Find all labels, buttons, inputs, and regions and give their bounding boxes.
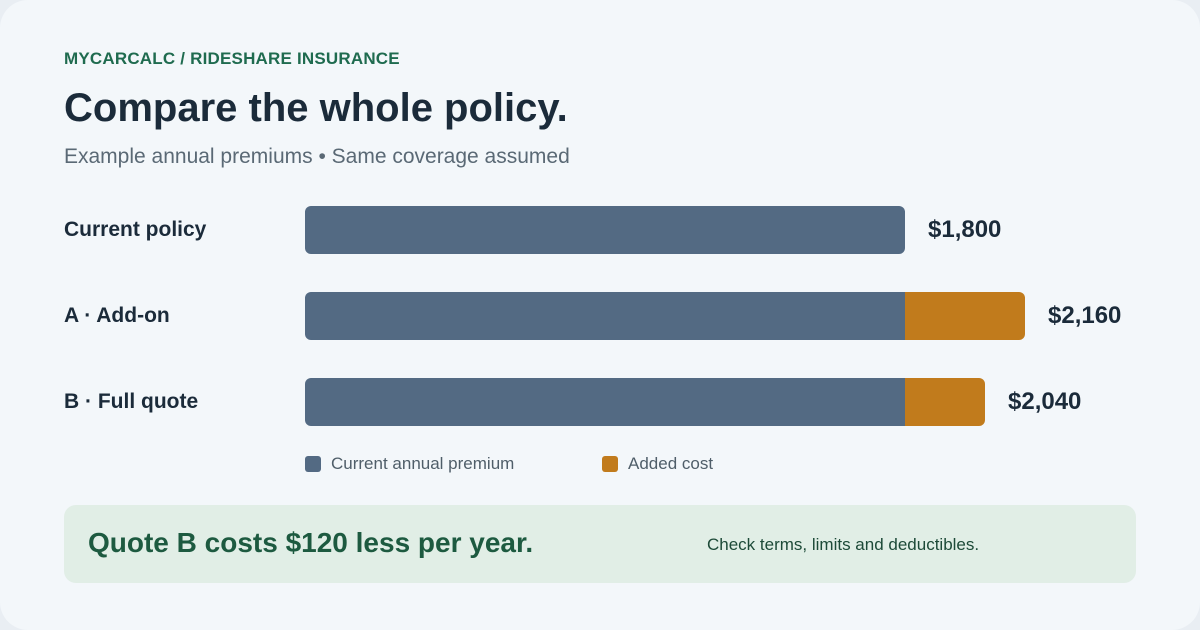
bar-value-label: $2,160 bbox=[1048, 302, 1122, 329]
bar-segment-base bbox=[305, 206, 905, 254]
legend-item-added: Added cost bbox=[602, 454, 713, 474]
callout-note: Check terms, limits and deductibles. bbox=[707, 535, 980, 554]
row-label: B · Full quote bbox=[64, 390, 199, 413]
bar bbox=[305, 292, 1025, 340]
bar-value-label: $1,800 bbox=[928, 216, 1002, 243]
row-label: Current policy bbox=[64, 218, 207, 241]
legend-swatch-base bbox=[305, 456, 321, 472]
chart-title: Compare the whole policy. bbox=[64, 86, 568, 130]
bar-segment-base bbox=[305, 292, 905, 340]
bar-value-label: $2,040 bbox=[1008, 388, 1082, 415]
chart-subtitle: Example annual premiums • Same coverage … bbox=[64, 145, 570, 168]
row-label: A · Add-on bbox=[64, 304, 170, 327]
legend-label-base: Current annual premium bbox=[331, 454, 515, 473]
summary-callout: Quote B costs $120 less per year. Check … bbox=[64, 505, 1136, 583]
legend-swatch-added bbox=[602, 456, 618, 472]
legend-item-base: Current annual premium bbox=[305, 454, 514, 474]
bar-segment-added bbox=[905, 378, 985, 426]
bar bbox=[305, 378, 985, 426]
bar-segment-added bbox=[905, 292, 1025, 340]
bar-segment-base bbox=[305, 378, 905, 426]
eyebrow-label: MYCARCALC / RIDESHARE INSURANCE bbox=[64, 49, 400, 68]
callout-headline: Quote B costs $120 less per year. bbox=[88, 527, 534, 558]
legend-label-added: Added cost bbox=[628, 454, 714, 473]
bar bbox=[305, 206, 905, 254]
